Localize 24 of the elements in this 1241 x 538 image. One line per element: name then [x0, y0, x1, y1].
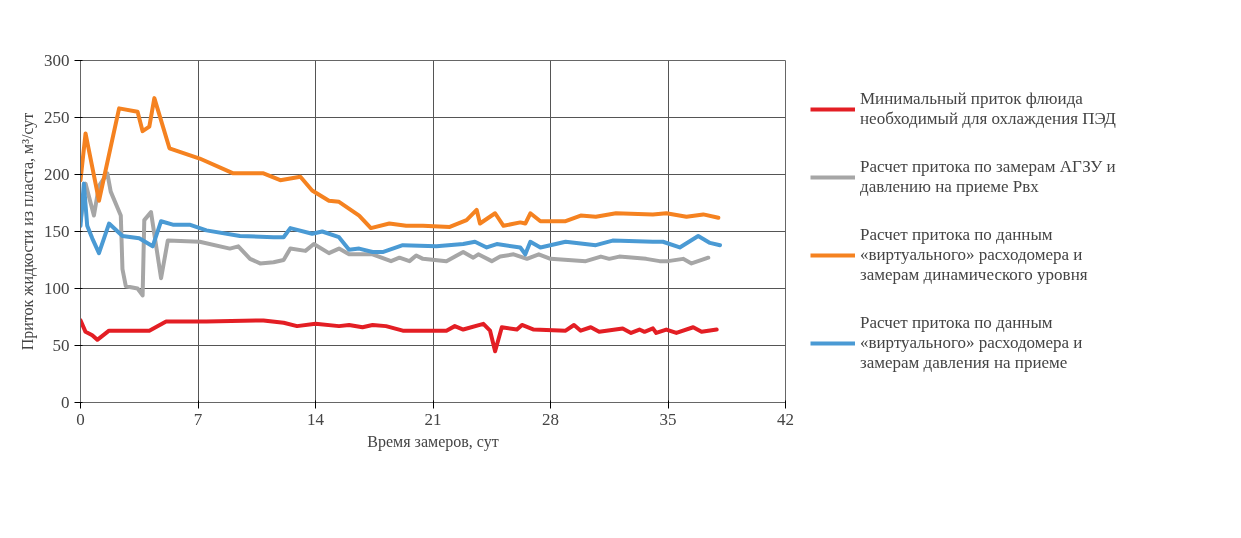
y-tick-label: 100	[44, 279, 70, 298]
y-tick-label: 250	[44, 108, 70, 127]
x-axis-title: Время замеров, сут	[367, 432, 499, 451]
line-series	[80, 171, 711, 298]
line-series	[80, 96, 721, 231]
y-axis-title: Приток жидкости из пласта, м³/сут	[19, 112, 37, 351]
y-tick-label: 300	[44, 51, 70, 70]
y-tick-label: 200	[44, 165, 70, 184]
x-tick-label: 7	[193, 409, 203, 429]
x-tick-label: 0	[76, 409, 85, 429]
legend-label: Минимальный приток флюида необходимый для охлаждения ПЭД	[860, 89, 1116, 129]
y-tick-label: 0	[61, 393, 70, 412]
x-tick-label: 35	[659, 409, 677, 429]
y-tick-label: 150	[44, 222, 70, 241]
x-tick-label: 28	[542, 409, 559, 429]
legend-label: Расчет притока по данным «виртуального» расходомера и замерам динамического уровня	[860, 225, 1088, 285]
line-series	[80, 181, 723, 257]
line-series	[80, 318, 719, 354]
x-tick-label: 21	[424, 409, 442, 429]
y-tick-label: 50	[52, 336, 70, 355]
x-tick-label: 42	[777, 409, 794, 429]
x-tick-label: 14	[307, 409, 325, 429]
legend-label: Расчет притока по данным «виртуального» расходомера и замерам давления на приеме	[860, 313, 1083, 373]
legend-label: Расчет притока по замерам АГЗУ и давлению на приеме Рвх	[860, 157, 1116, 197]
